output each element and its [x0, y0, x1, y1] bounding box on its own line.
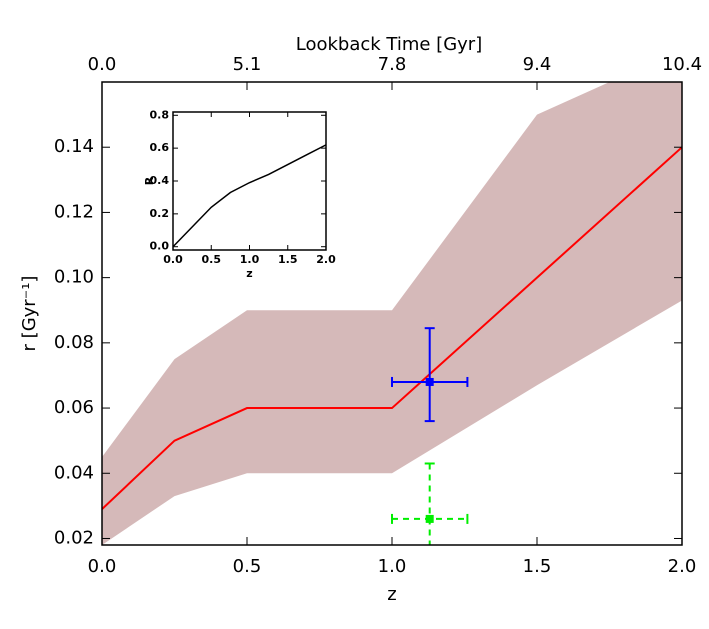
y-tick-label: 0.12 [54, 201, 94, 222]
y-tick-label: 0.10 [54, 267, 94, 288]
x-axis-label: z [246, 267, 252, 280]
top-x-tick-label: 0.0 [88, 54, 117, 75]
x-tick-label: 2.0 [668, 556, 697, 577]
plot-area [102, 82, 682, 545]
uncertainty-band [102, 82, 682, 545]
plot-area [172, 144, 327, 248]
y-axis-label: r [Gyr⁻¹] [19, 276, 40, 352]
y-tick-label: 0.08 [54, 332, 94, 353]
y-tick-label: 0.0 [150, 240, 170, 253]
y-tick-label: 0.02 [54, 527, 94, 548]
top-x-tick-label: 7.8 [378, 54, 407, 75]
data-point [425, 377, 434, 386]
x-tick-label: 0.0 [163, 253, 183, 266]
y-tick-label: 0.06 [54, 397, 94, 418]
y-tick-label: 0.14 [54, 136, 94, 157]
y-tick-label: 0.4 [150, 174, 170, 187]
x-axis-label: z [387, 584, 396, 605]
data-point [425, 514, 434, 523]
top-x-tick-label: 10.4 [662, 54, 702, 75]
x-tick-label: 1.5 [278, 253, 298, 266]
y-tick-label: 0.2 [150, 207, 170, 220]
top-x-axis-label: Lookback Time [Gyr] [296, 34, 482, 55]
data-line [172, 144, 327, 248]
y-tick-label: 0.6 [150, 141, 170, 154]
top-x-tick-label: 9.4 [523, 54, 552, 75]
data-line [102, 146, 682, 510]
x-tick-label: 0.5 [202, 253, 222, 266]
y-tick-label: 0.8 [150, 108, 170, 121]
plot-frame [172, 111, 327, 251]
x-tick-label: 2.0 [316, 253, 336, 266]
top-x-tick-label: 5.1 [233, 54, 262, 75]
y-tick-label: 0.04 [54, 462, 94, 483]
x-tick-label: 0.5 [233, 556, 262, 577]
y-axis-label: R [143, 176, 156, 185]
x-tick-label: 1.5 [523, 556, 552, 577]
x-tick-label: 0.0 [88, 556, 117, 577]
x-tick-label: 1.0 [240, 253, 260, 266]
x-tick-label: 1.0 [378, 556, 407, 577]
